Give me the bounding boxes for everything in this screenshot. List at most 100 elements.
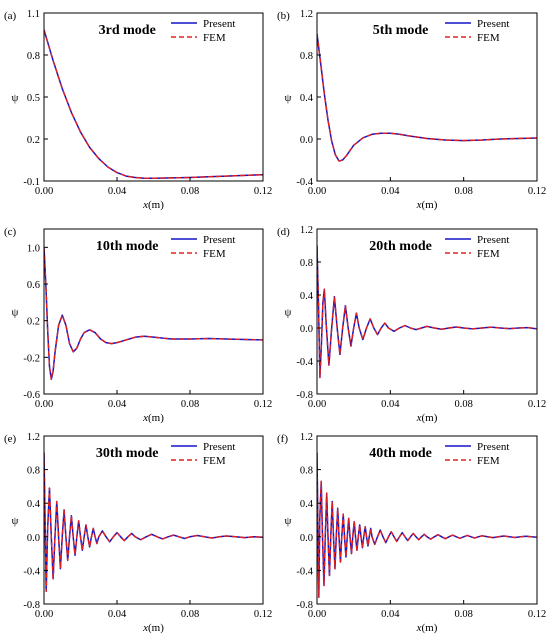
- chart-title: 40th mode: [369, 446, 432, 461]
- series-line-present: [44, 452, 263, 593]
- x-tick-label: 0.12: [254, 399, 272, 410]
- y-tick-label: -0.6: [23, 390, 40, 401]
- y-axis-label: ψ: [285, 515, 292, 527]
- legend-label-present: Present: [477, 441, 509, 453]
- y-axis-label: ψ: [12, 515, 19, 527]
- legend-label-present: Present: [203, 18, 235, 30]
- legend-label-fem: FEM: [477, 32, 500, 44]
- legend-label-fem: FEM: [203, 455, 226, 467]
- x-tick-label: 0.04: [108, 399, 127, 410]
- x-tick-label: 0.04: [108, 609, 127, 620]
- y-tick-label: -0.1: [23, 177, 40, 188]
- x-axis-label: x(m): [416, 412, 438, 424]
- chart-panel-1: 0.00 0.04 0.08 0.12 -0.1 0.2 0.5 0.8 1.1 x(m) ψ (a)…: [4, 9, 272, 211]
- y-tick-label: -0.2: [23, 353, 40, 364]
- chart-panel-3: 0.00 0.04 0.08 0.12 -0.6 -0.2 0.2 0.6 1.0 x(m) ψ (c…: [4, 226, 272, 424]
- plot-frame: [316, 228, 538, 395]
- plot-frame: [316, 435, 538, 605]
- legend-label-fem: FEM: [477, 248, 500, 260]
- x-tick-label: 0.12: [528, 609, 546, 620]
- series-line-fem: [44, 247, 263, 381]
- y-tick-label: -0.4: [23, 566, 40, 577]
- legend-label-fem: FEM: [203, 32, 226, 44]
- y-axis-label: ψ: [12, 92, 19, 104]
- y-tick-label: -0.8: [296, 600, 313, 611]
- y-tick-label: 0.8: [300, 258, 313, 269]
- chart-title: 10th mode: [96, 239, 159, 254]
- x-tick-label: 0.04: [381, 399, 400, 410]
- panel-tag: (a): [4, 10, 17, 22]
- y-tick-label: 1.2: [300, 432, 313, 443]
- x-tick-label: 0.00: [35, 399, 53, 410]
- y-tick-label: -0.4: [296, 566, 313, 577]
- chart-panel-6: 0.00 0.04 0.08 0.12 -0.8 -0.4 0.0 0.4 0.8 1.2 x(m)…: [277, 432, 546, 634]
- x-tick-label: 0.08: [454, 399, 472, 410]
- y-tick-label: 0.0: [27, 533, 40, 544]
- y-tick-label: 0.6: [27, 280, 40, 291]
- x-axis-label: x(m): [142, 622, 164, 634]
- x-tick-label: 0.00: [308, 399, 326, 410]
- y-axis-label: ψ: [285, 92, 292, 104]
- y-tick-label: 0.0: [300, 135, 313, 146]
- y-tick-label: 0.0: [300, 324, 313, 335]
- x-tick-label: 0.12: [528, 399, 546, 410]
- y-tick-label: 0.8: [27, 466, 40, 477]
- x-tick-label: 0.04: [381, 609, 400, 620]
- y-tick-label: 0.4: [300, 93, 314, 104]
- chart-title: 5th mode: [373, 23, 429, 38]
- y-tick-label: -0.8: [296, 390, 313, 401]
- chart-title: 20th mode: [369, 239, 432, 254]
- legend-label-present: Present: [203, 441, 235, 453]
- y-tick-label: 0.4: [300, 291, 314, 302]
- y-tick-label: 0.5: [27, 93, 40, 104]
- y-tick-label: 0.8: [27, 51, 40, 62]
- y-tick-label: 1.0: [27, 243, 40, 254]
- y-tick-label: 0.4: [300, 499, 314, 510]
- plot-frame: [43, 228, 264, 395]
- x-axis-label: x(m): [416, 622, 438, 634]
- y-tick-label: -0.4: [296, 357, 313, 368]
- x-tick-label: 0.08: [454, 186, 472, 197]
- y-tick-label: -0.8: [23, 600, 40, 611]
- plot-frame: [43, 435, 264, 605]
- legend-label-present: Present: [203, 234, 235, 246]
- x-axis-label: x(m): [142, 199, 164, 211]
- series-line-fem: [44, 29, 263, 179]
- y-tick-label: 0.2: [27, 317, 40, 328]
- panel-tag: (e): [4, 433, 17, 445]
- y-tick-label: 1.1: [27, 9, 40, 20]
- y-tick-label: 1.2: [27, 432, 40, 443]
- y-tick-label: 1.2: [300, 225, 313, 236]
- series-line-present: [44, 29, 263, 179]
- chart-title: 3rd mode: [99, 23, 156, 38]
- series-line-fem: [317, 452, 537, 598]
- legend-label-fem: FEM: [477, 455, 500, 467]
- x-tick-label: 0.00: [308, 609, 326, 620]
- legend-label-present: Present: [477, 234, 509, 246]
- plot-frame: [43, 12, 264, 182]
- chart-panel-4: 0.00 0.04 0.08 0.12 -0.8 -0.4 0.0 0.4 0.8 1.2 x(m)…: [277, 225, 546, 424]
- x-tick-label: 0.00: [308, 186, 326, 197]
- x-tick-label: 0.08: [181, 186, 199, 197]
- x-axis-label: x(m): [416, 199, 438, 211]
- series-line-fem: [317, 245, 537, 379]
- y-tick-label: -0.4: [296, 177, 313, 188]
- series-line-present: [317, 452, 537, 599]
- y-tick-label: 0.0: [300, 533, 313, 544]
- y-tick-label: 0.4: [27, 499, 41, 510]
- x-tick-label: 0.04: [381, 186, 400, 197]
- chart-panel-5: 0.00 0.04 0.08 0.12 -0.8 -0.4 0.0 0.4 0.8 1.2 x(m)…: [4, 432, 272, 634]
- x-tick-label: 0.12: [254, 609, 272, 620]
- x-axis-label: x(m): [142, 412, 164, 424]
- y-tick-label: 0.8: [300, 51, 313, 62]
- panel-tag: (f): [277, 433, 288, 445]
- plot-frame: [316, 12, 538, 182]
- series-line-fem: [44, 452, 263, 593]
- chart-title: 30th mode: [96, 446, 159, 461]
- series-line-present: [317, 33, 537, 162]
- x-tick-label: 0.08: [181, 399, 199, 410]
- panel-tag: (d): [277, 226, 290, 238]
- x-tick-label: 0.04: [108, 186, 127, 197]
- x-tick-label: 0.08: [181, 609, 199, 620]
